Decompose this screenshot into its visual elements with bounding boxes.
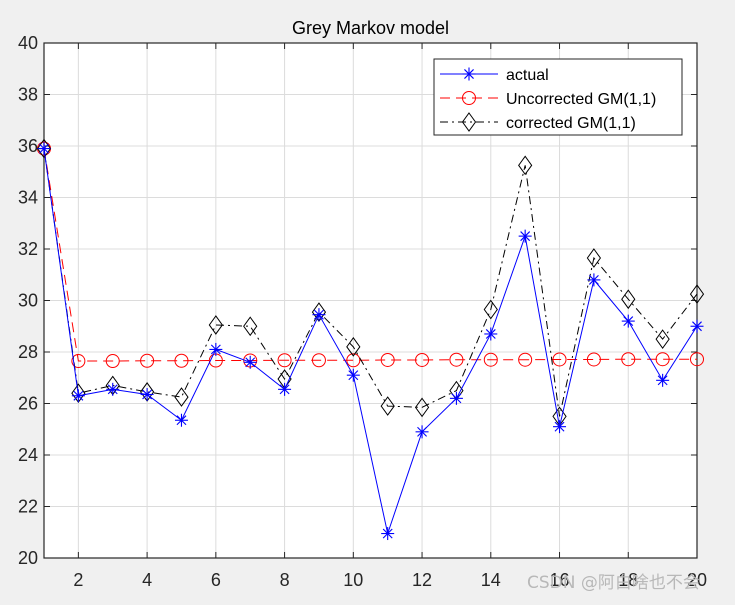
asterisk-marker <box>690 319 704 333</box>
asterisk-marker <box>37 142 51 156</box>
x-tick-label: 10 <box>343 570 363 590</box>
series-actual <box>37 142 704 541</box>
circle-marker <box>483 352 498 367</box>
circle-marker <box>415 352 430 367</box>
asterisk-marker <box>278 382 292 396</box>
series-line <box>43 148 698 536</box>
asterisk-marker <box>381 527 395 541</box>
x-tick-label: 8 <box>280 570 290 590</box>
circle-marker <box>140 353 155 368</box>
y-tick-label: 22 <box>18 497 38 517</box>
diamond-marker <box>380 396 395 416</box>
circle-marker <box>277 353 292 368</box>
asterisk-marker <box>587 273 601 287</box>
circle-marker <box>655 352 670 367</box>
series-uncorrected-gm-1-1- <box>37 141 704 369</box>
asterisk-marker <box>106 382 120 396</box>
diamond-marker <box>621 289 636 310</box>
x-tick-label: 12 <box>412 570 432 590</box>
asterisk-marker <box>71 389 85 403</box>
legend: actual Uncorrected GM(1,1) corrected GM(1,… <box>433 58 683 136</box>
diamond-marker <box>174 387 189 407</box>
chart-title: Grey Markov model <box>292 18 449 38</box>
diamond-marker <box>414 397 430 418</box>
asterisk-marker <box>312 308 326 322</box>
legend-label: corrected GM(1,1) <box>506 115 636 132</box>
circle-marker <box>462 91 476 105</box>
diamond-marker <box>243 316 258 337</box>
y-tick-label: 26 <box>18 394 38 414</box>
asterisk-marker <box>518 229 532 243</box>
y-tick-label: 34 <box>18 188 38 208</box>
y-tick-label: 20 <box>18 548 38 568</box>
circle-marker <box>174 353 189 368</box>
y-tick-label: 36 <box>18 136 38 156</box>
y-tick-label: 24 <box>18 445 38 465</box>
circle-marker <box>71 354 86 369</box>
x-tick-label: 20 <box>687 570 707 590</box>
y-tick-label: 38 <box>18 85 38 105</box>
asterisk-marker <box>243 355 257 369</box>
asterisk-marker <box>553 420 567 434</box>
circle-marker <box>346 353 361 368</box>
x-tick-label: 14 <box>481 570 501 590</box>
x-tick-label: 2 <box>73 570 83 590</box>
circle-marker <box>690 352 704 367</box>
legend-label: Uncorrected GM(1,1) <box>506 91 656 108</box>
diamond-marker <box>461 112 477 132</box>
asterisk-marker <box>621 314 635 328</box>
asterisk-marker <box>346 368 360 382</box>
circle-marker <box>105 354 120 369</box>
circle-marker <box>380 352 395 367</box>
circle-marker <box>586 352 601 367</box>
series-line <box>43 148 697 362</box>
asterisk-marker <box>462 67 476 81</box>
x-axis: 2 4 6 8 10 12 14 16 18 20 <box>73 43 707 590</box>
x-tick-label: 6 <box>211 570 221 590</box>
circle-marker <box>311 353 326 368</box>
circle-marker <box>518 352 533 367</box>
series-corrected-gm-1-1- <box>36 138 705 427</box>
diamond-marker <box>655 329 670 349</box>
series-line <box>43 148 698 417</box>
asterisk-marker <box>449 391 463 405</box>
watermark: CSDN @阿白啥也不会 <box>527 573 700 593</box>
asterisk-marker <box>484 327 498 341</box>
y-tick-label: 40 <box>18 33 38 53</box>
asterisk-marker <box>415 425 429 439</box>
asterisk-marker <box>174 413 188 427</box>
asterisk-marker <box>209 342 223 356</box>
circle-marker <box>449 352 464 367</box>
y-tick-label: 32 <box>18 239 38 259</box>
x-tick-label: 16 <box>550 570 570 590</box>
diamond-marker <box>689 284 705 304</box>
diamond-marker <box>518 155 533 176</box>
diamond-marker <box>208 315 223 335</box>
legend-label: actual <box>506 67 549 84</box>
y-tick-label: 28 <box>18 342 38 362</box>
y-tick-label: 30 <box>18 291 38 311</box>
x-tick-label: 4 <box>142 570 152 590</box>
asterisk-marker <box>140 387 154 401</box>
circle-marker <box>552 352 567 367</box>
diamond-marker <box>346 336 361 357</box>
diamond-marker <box>483 299 498 320</box>
x-tick-label: 18 <box>618 570 638 590</box>
diamond-marker <box>586 248 602 268</box>
asterisk-marker <box>656 373 670 387</box>
y-axis: 20 22 24 26 28 30 32 34 36 38 40 <box>18 33 697 568</box>
diamond-marker <box>36 138 52 159</box>
circle-marker <box>621 352 636 367</box>
